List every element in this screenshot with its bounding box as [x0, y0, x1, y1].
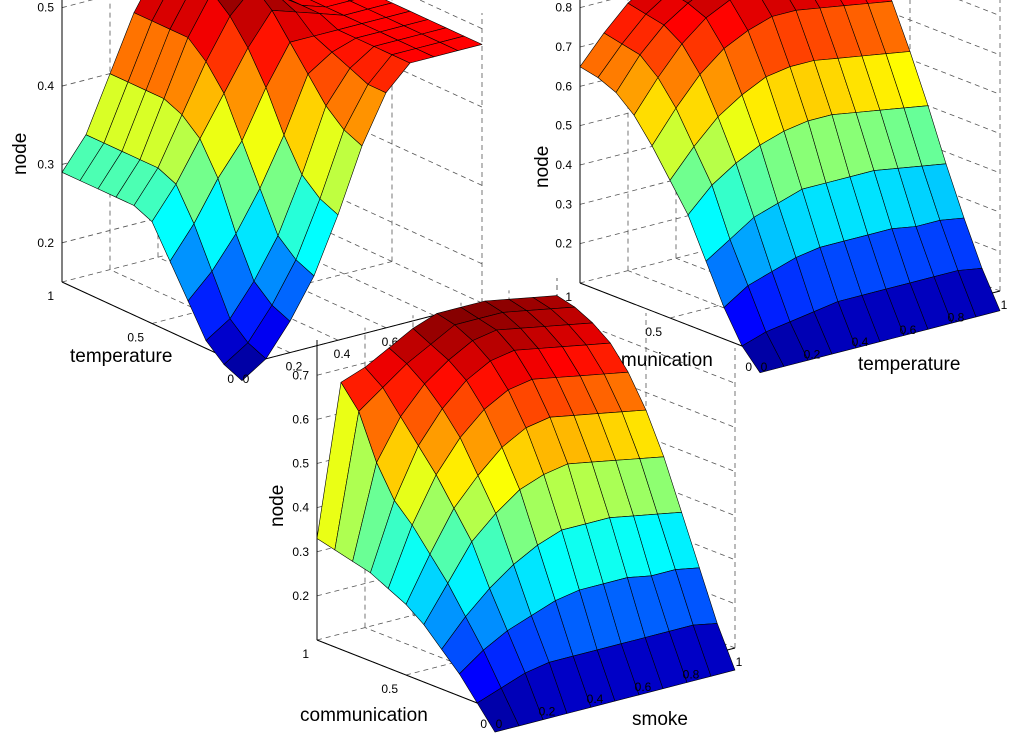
x-tick-label: 0.5	[127, 331, 144, 345]
z-tick-label: 0.3	[292, 545, 309, 559]
x-tick-label: 0.5	[645, 325, 662, 339]
z-tick-label: 0.6	[555, 79, 572, 93]
surface-cell	[133, 0, 164, 22]
y-tick-label: 0.4	[334, 347, 351, 361]
y-tick-label: 0	[243, 372, 250, 386]
z-tick-label: 0.2	[37, 236, 54, 250]
x-tick-label: 0	[745, 360, 752, 374]
z-tick-label: 0.3	[555, 197, 572, 211]
y-tick-label: 0	[496, 717, 503, 731]
y-tick-label: 0.2	[539, 705, 556, 719]
z-tick-label: 0.2	[555, 237, 572, 251]
y-axis-label: smoke	[632, 709, 688, 730]
surface-mesh	[316, 295, 736, 733]
z-tick-label: 0.3	[37, 157, 54, 171]
surface-cell	[692, 623, 736, 677]
z-tick-label: 0.4	[37, 79, 54, 93]
y-tick-label: 0	[761, 360, 768, 374]
x-tick-label: 0	[227, 372, 234, 386]
x-axis-line	[316, 639, 496, 711]
z-gridline	[61, 0, 483, 30]
y-tick-label: 0.8	[948, 310, 965, 324]
surface-cell	[957, 267, 1001, 318]
z-tick-label: 0.5	[37, 1, 54, 15]
x-tick-label: 1	[565, 290, 572, 304]
z-tick-label: 0.7	[555, 40, 572, 54]
z-tick-label: 0.4	[555, 158, 572, 172]
y-tick-label: 0.2	[286, 360, 303, 374]
x-axis-label: temperature	[70, 346, 172, 367]
surface-mesh	[61, 0, 483, 382]
surface-cell	[682, 0, 693, 4]
surface-plot-communication-temperature: 0.2 0.3 0.4 0.5 0.6 0.7 0.8 0 0.5 1 0 0.2 0.4 0.6 0.8 1…	[532, 0, 1008, 375]
surface-mesh	[579, 0, 1001, 374]
surface-cell	[627, 0, 662, 15]
surface-plot-communication-smoke: 0.2 0.3 0.4 0.5 0.6 0.7 0 0.5 1 0 0.2 0.4 0.6 0.8 1 com…	[267, 278, 743, 733]
z-tick-label: 0.8	[555, 1, 572, 15]
x-axis-line	[61, 281, 243, 366]
x-axis-line	[579, 282, 761, 354]
y-tick-label: 0.2	[804, 348, 821, 362]
z-tick-label: 0.6	[292, 412, 309, 426]
y-tick-label: 0.6	[900, 323, 917, 337]
z-axis-label: node	[532, 146, 553, 188]
y-tick-label: 1	[736, 655, 743, 669]
z-tick-label: 0.7	[292, 368, 309, 382]
surface-cell	[439, 35, 483, 51]
x-tick-label: 0.5	[381, 682, 398, 696]
surface-cell	[217, 0, 244, 17]
z-axis-label: node	[267, 485, 288, 527]
surface-cell	[151, 0, 186, 30]
y-axis-label: temperature	[858, 354, 960, 375]
z-axis-label: node	[10, 133, 31, 175]
z-tick-label: 0.5	[555, 119, 572, 133]
surface-plot-temperature-smoke: 0.20.30.40.500.5100.20.40.60.81temperatu…	[10, 0, 490, 386]
y-tick-label: 0.8	[683, 667, 700, 681]
x-axis-label: communication	[300, 705, 428, 726]
y-tick-label: 0.4	[587, 692, 604, 706]
z-tick-label: 0.5	[292, 457, 309, 471]
x-tick-label: 1	[302, 647, 309, 661]
z-tick-label: 0.4	[292, 501, 309, 515]
y-tick-label: 1	[1001, 298, 1008, 312]
z-tick-label: 0.2	[292, 589, 309, 603]
y-tick-label: 0.4	[852, 335, 869, 349]
x-tick-label: 0	[480, 717, 487, 731]
x-tick-label: 1	[47, 289, 54, 303]
y-tick-label: 0.6	[635, 680, 652, 694]
